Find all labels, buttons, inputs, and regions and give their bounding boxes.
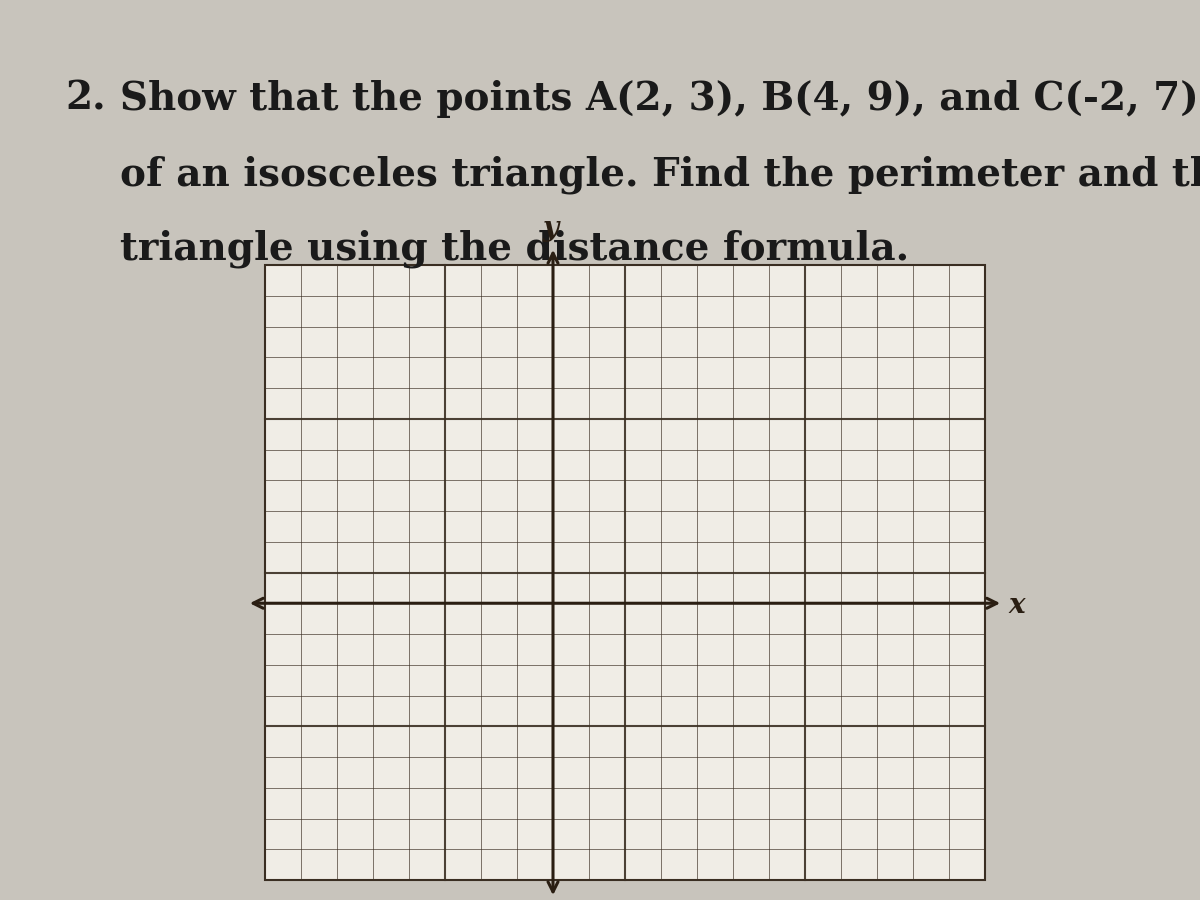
Bar — [265, 265, 985, 880]
Text: x: x — [1008, 592, 1025, 619]
Text: triangle using the distance formula.: triangle using the distance formula. — [120, 230, 910, 268]
Text: of an isosceles triangle. Find the perimeter and the area of the: of an isosceles triangle. Find the perim… — [120, 155, 1200, 194]
Text: 2.: 2. — [65, 80, 106, 118]
Text: y: y — [542, 215, 559, 242]
Text: Show that the points A(2, 3), B(4, 9), and C(-2, 7) are the vertices: Show that the points A(2, 3), B(4, 9), a… — [120, 80, 1200, 118]
